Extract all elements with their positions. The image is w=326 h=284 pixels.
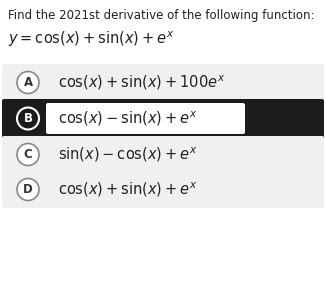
FancyBboxPatch shape: [2, 64, 324, 101]
Text: $\cos(x) + \sin(x) + 100e^x$: $\cos(x) + \sin(x) + 100e^x$: [58, 73, 225, 92]
Text: $\cos(x) - \sin(x) + e^x$: $\cos(x) - \sin(x) + e^x$: [58, 109, 198, 128]
FancyBboxPatch shape: [2, 136, 324, 173]
Text: $y = \cos(x) + \sin(x) + e^x$: $y = \cos(x) + \sin(x) + e^x$: [8, 29, 174, 49]
Text: $\sin(x) - \cos(x) + e^x$: $\sin(x) - \cos(x) + e^x$: [58, 145, 198, 164]
FancyBboxPatch shape: [2, 99, 324, 138]
Text: $\cos(x) + \sin(x) + e^x$: $\cos(x) + \sin(x) + e^x$: [58, 180, 198, 199]
Text: C: C: [23, 148, 32, 161]
Circle shape: [17, 179, 39, 201]
Text: A: A: [23, 76, 33, 89]
Circle shape: [17, 72, 39, 93]
Text: D: D: [23, 183, 33, 196]
FancyBboxPatch shape: [2, 171, 324, 208]
Text: B: B: [23, 112, 33, 125]
FancyBboxPatch shape: [46, 103, 245, 134]
Circle shape: [17, 108, 39, 130]
Circle shape: [17, 143, 39, 166]
Text: Find the 2021st derivative of the following function:: Find the 2021st derivative of the follow…: [8, 9, 315, 22]
